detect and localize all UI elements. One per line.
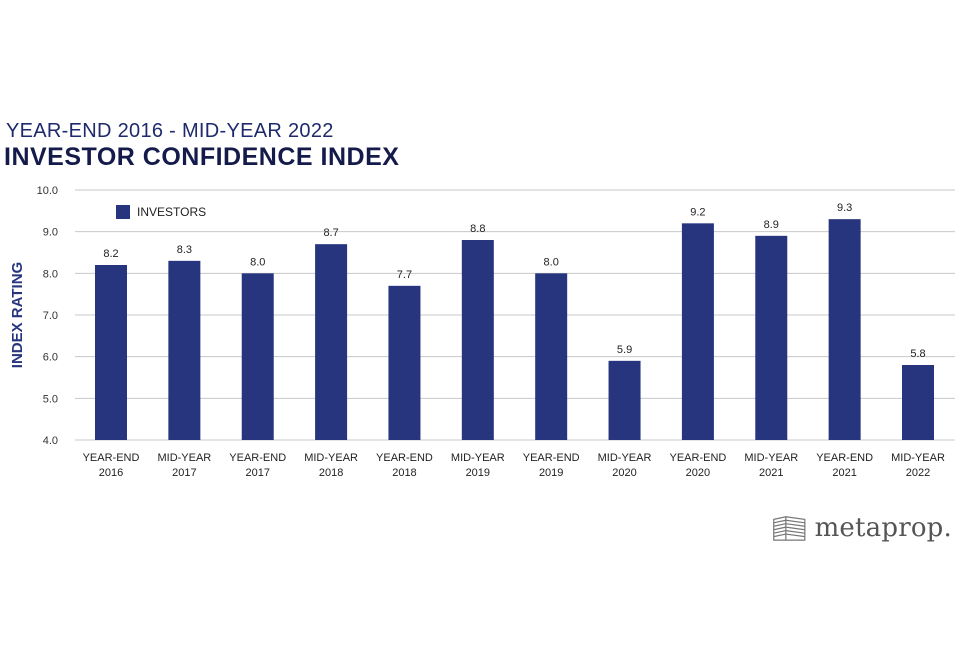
y-axis-label: INDEX RATING [9,262,26,368]
brand-name: metaprop. [814,513,952,543]
chart-title: INVESTOR CONFIDENCE INDEX [4,143,400,171]
y-tick-label: 8.0 [43,268,58,280]
data-label: 7.7 [397,269,412,281]
legend-label: INVESTORS [137,205,206,219]
data-label: 8.9 [764,219,779,231]
data-label: 5.8 [910,348,925,360]
data-label: 9.3 [837,202,852,214]
y-tick-label: 4.0 [43,435,58,447]
bar [681,223,714,440]
x-tick-label: YEAR-END 2016 [83,452,140,479]
y-tick-label: 7.0 [43,310,58,322]
x-tick-label: MID-YEAR 2020 [598,452,652,479]
building-logo-icon [773,516,806,541]
y-tick-label: 6.0 [43,352,58,364]
y-tick-label: 10.0 [37,185,58,197]
x-tick-label: MID-YEAR 2019 [451,452,505,479]
bar [608,360,641,440]
bar [535,273,568,440]
bar [461,240,494,440]
x-tick-label: MID-YEAR 2018 [304,452,358,479]
data-label: 8.8 [470,223,485,235]
x-tick-label: MID-YEAR 2022 [891,452,945,479]
bar [755,235,788,440]
bar [902,365,934,440]
data-label: 9.2 [690,206,705,218]
data-label: 8.7 [323,227,338,239]
data-label: 8.0 [250,256,265,268]
x-tick-label: MID-YEAR 2017 [157,452,211,479]
bar [388,285,421,440]
x-tick-label: MID-YEAR 2021 [744,452,798,479]
bar [241,273,274,440]
metaprop-logo: metaprop. [772,510,952,546]
data-label: 8.0 [544,256,559,268]
x-tick-label: YEAR-END 2019 [523,452,580,479]
bar [315,244,348,440]
y-tick-label: 9.0 [43,227,58,239]
x-tick-label: YEAR-END 2018 [376,452,433,479]
data-label: 8.3 [177,244,192,256]
chart-subtitle: YEAR-END 2016 - MID-YEAR 2022 [6,120,334,142]
y-tick-label: 5.0 [43,393,58,405]
bar [95,265,127,440]
bar [828,219,861,440]
data-label: 8.2 [103,248,118,260]
x-tick-label: YEAR-END 2017 [229,452,286,479]
bar [168,260,201,440]
legend-swatch [116,205,130,219]
x-tick-label: YEAR-END 2021 [816,452,873,479]
x-tick-label: YEAR-END 2020 [669,452,726,479]
data-label: 5.9 [617,344,632,356]
